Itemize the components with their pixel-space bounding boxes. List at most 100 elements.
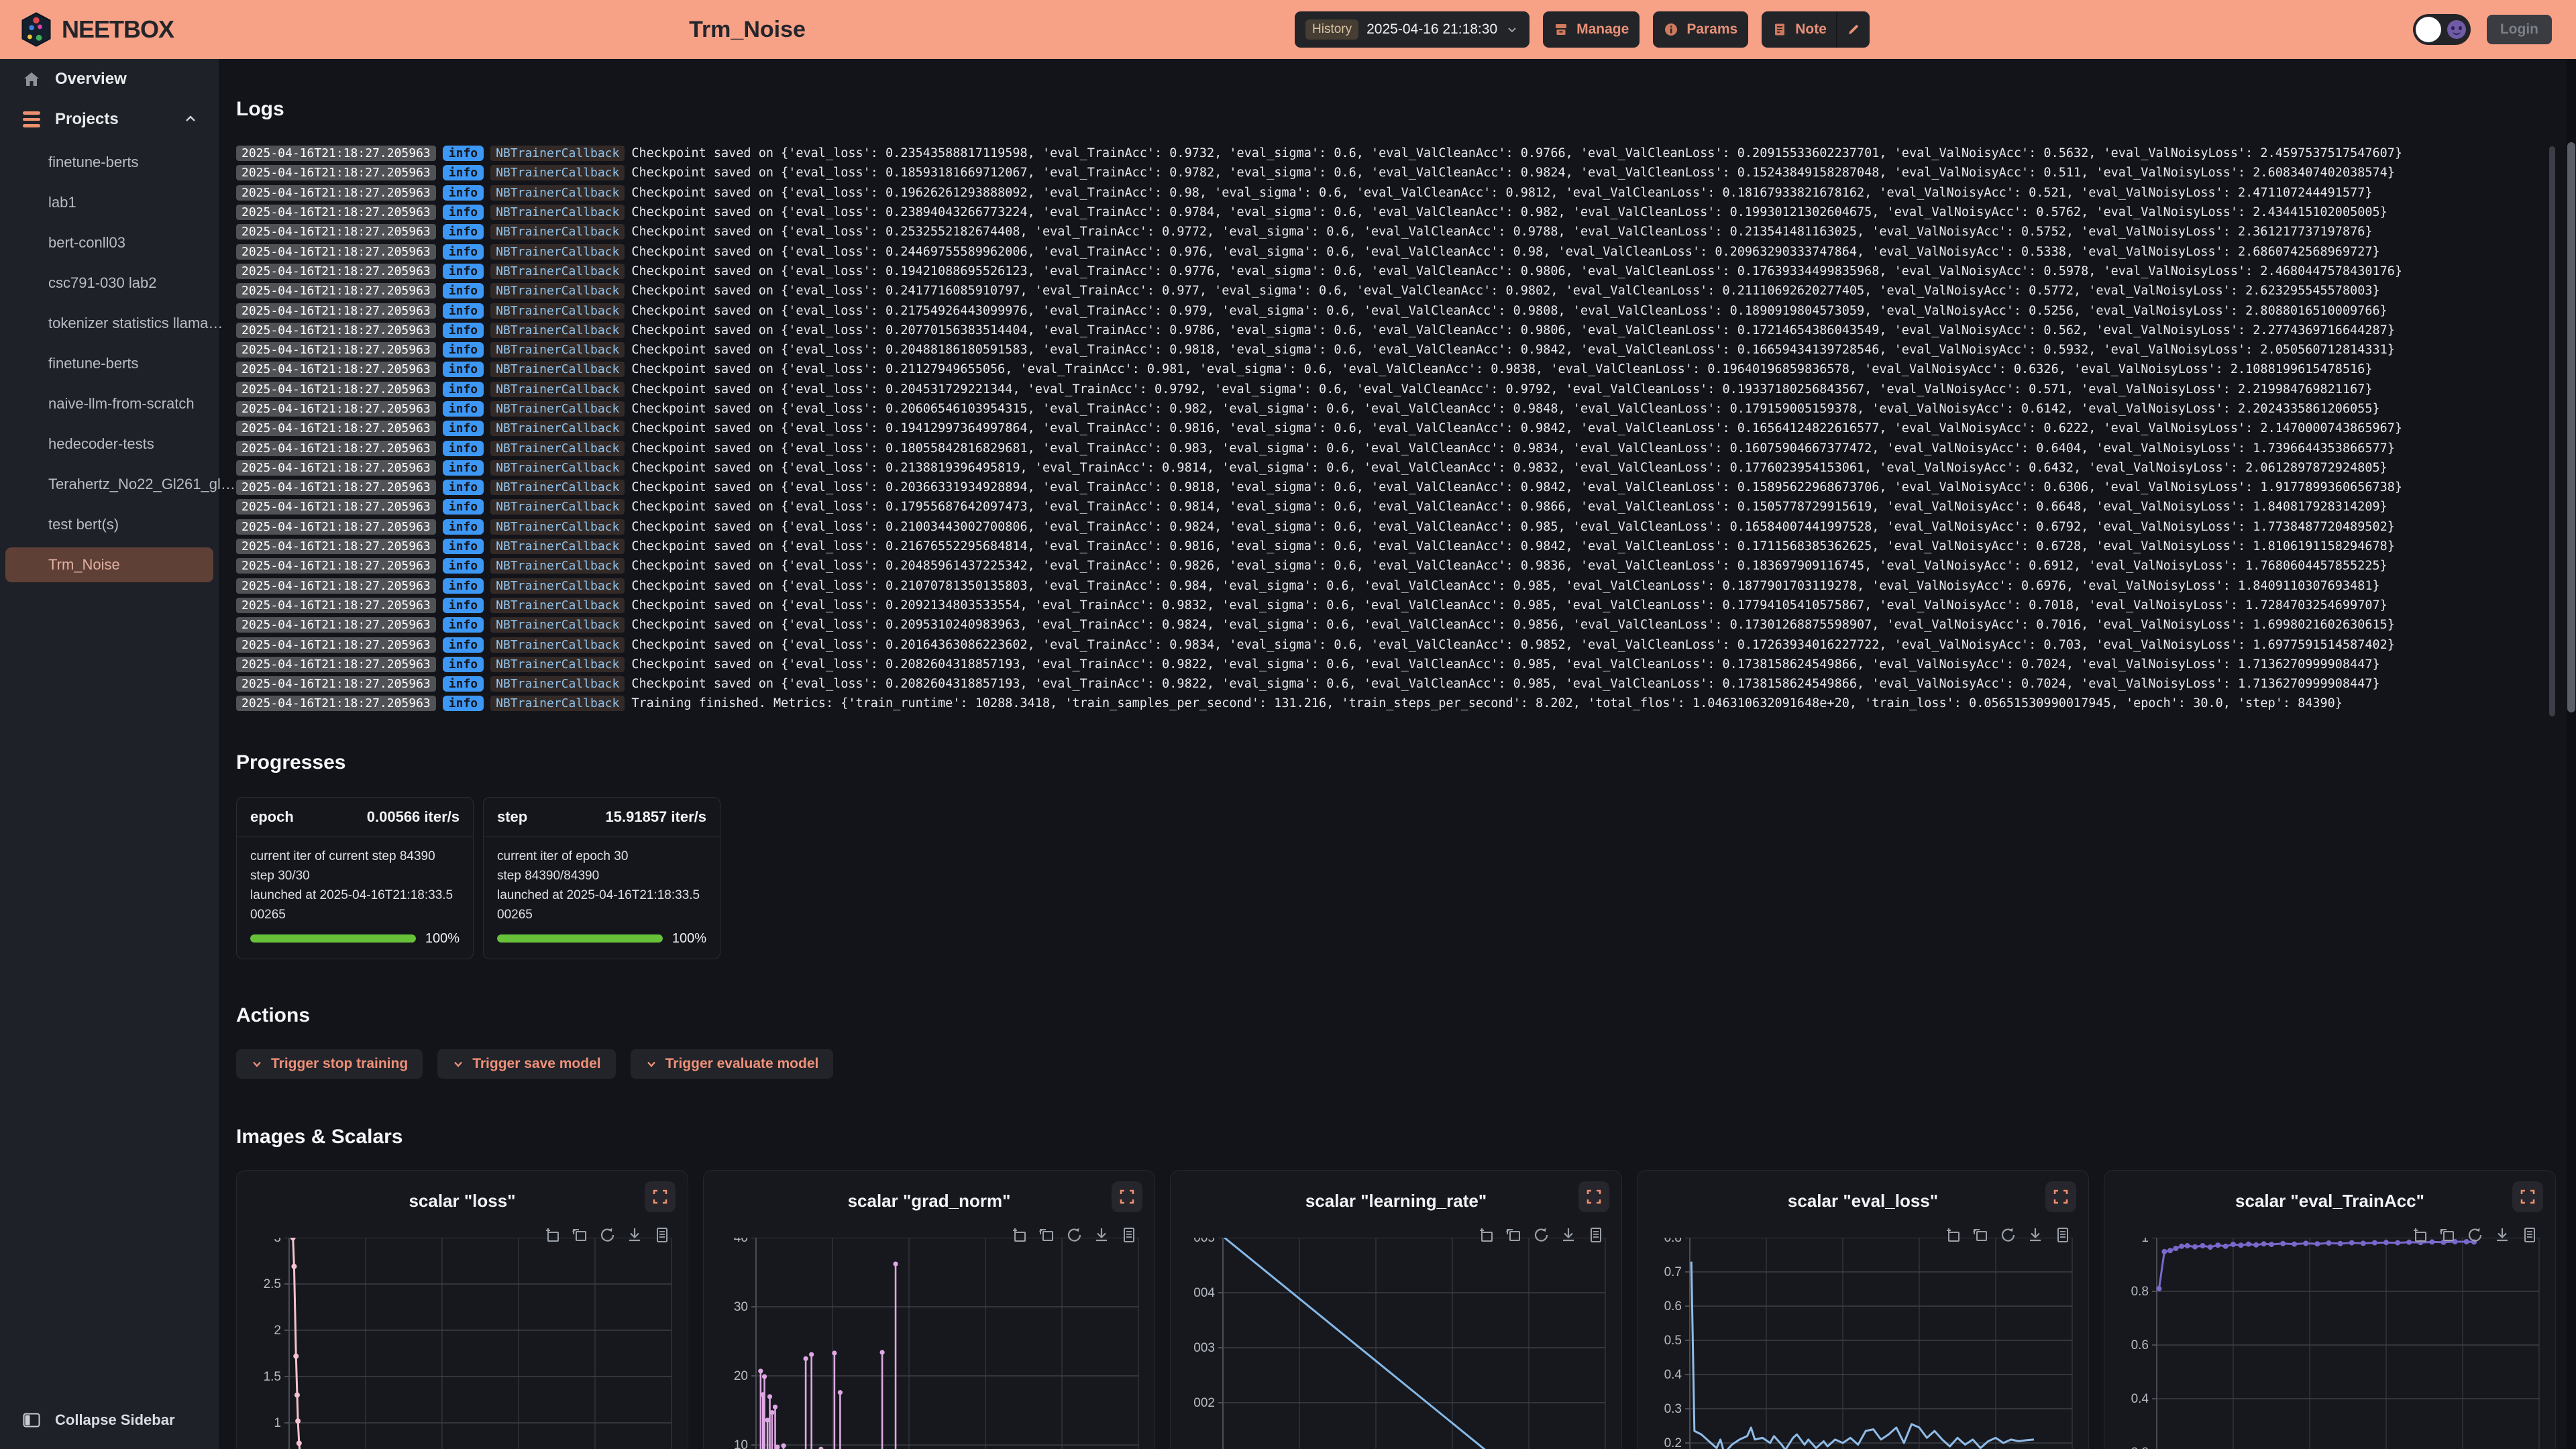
sidebar-item-overview[interactable]: Overview <box>0 59 219 99</box>
refresh-icon[interactable] <box>1998 1226 2017 1248</box>
box-select-icon[interactable] <box>2410 1226 2429 1248</box>
history-selector[interactable]: History 2025-04-16 21:18:30 <box>1295 11 1530 48</box>
sidebar-project-item[interactable]: test bert(s) <box>48 516 119 533</box>
sidebar-project-item[interactable]: bert-conll03 <box>48 234 125 251</box>
refresh-icon[interactable] <box>598 1226 616 1248</box>
action-button-label: Trigger stop training <box>271 1055 409 1071</box>
sidebar-project-item[interactable]: finetune-berts <box>48 355 139 372</box>
svg-text:003: 003 <box>1193 1341 1215 1355</box>
sidebar-project-item[interactable]: hedecoder-tests <box>48 435 154 452</box>
refresh-icon[interactable] <box>1065 1226 1083 1248</box>
expand-chart-button[interactable] <box>1112 1181 1142 1212</box>
log-tag-badge: NBTrainerCallback <box>490 263 625 279</box>
download-icon[interactable] <box>625 1226 644 1248</box>
collapse-sidebar-button[interactable]: Collapse Sidebar <box>0 1402 241 1438</box>
log-timestamp-badge: 2025-04-16T21:18:27.205963 <box>236 224 436 240</box>
log-row: 2025-04-16T21:18:27.205963 info NBTrainerC… <box>236 340 2564 360</box>
params-button[interactable]: Params <box>1653 11 1749 48</box>
sidebar-projects-label: Projects <box>55 110 119 128</box>
download-icon[interactable] <box>2493 1226 2512 1248</box>
fullscreen-icon <box>2520 1189 2535 1203</box>
log-message: Checkpoint saved on {'eval_loss': 0.2100… <box>631 519 2395 534</box>
log-tag-badge: NBTrainerCallback <box>490 205 625 221</box>
progress-percent: 100% <box>672 930 706 946</box>
reset-zoom-icon[interactable] <box>1971 1226 1990 1248</box>
log-tag-badge: NBTrainerCallback <box>490 637 625 653</box>
sidebar-project-item[interactable]: finetune-berts <box>48 154 139 170</box>
download-icon[interactable] <box>1092 1226 1111 1248</box>
toggle-knob <box>2415 17 2441 42</box>
expand-chart-button[interactable] <box>645 1181 676 1212</box>
logs-scrollbar[interactable] <box>2549 146 2555 716</box>
refresh-icon[interactable] <box>2465 1226 2484 1248</box>
edit-note-button[interactable] <box>1837 11 1870 48</box>
log-row: 2025-04-16T21:18:27.205963 info NBTrainerC… <box>236 144 2564 163</box>
data-log-icon[interactable] <box>1587 1226 1605 1248</box>
reset-zoom-icon[interactable] <box>2438 1226 2457 1248</box>
download-icon[interactable] <box>1559 1226 1578 1248</box>
sidebar-project-item[interactable]: lab1 <box>48 194 76 211</box>
svg-text:20: 20 <box>734 1369 748 1383</box>
action-button-trigger-evaluate-model[interactable]: Trigger evaluate model <box>630 1049 834 1079</box>
refresh-icon[interactable] <box>1532 1226 1550 1248</box>
box-select-icon[interactable] <box>1010 1226 1028 1248</box>
sidebar-project-item[interactable]: Trm_Noise <box>5 547 213 582</box>
logs-panel[interactable]: 2025-04-16T21:18:27.205963 info NBTrainerC… <box>219 144 2576 714</box>
progress-detail-line: current iter of epoch 30 <box>497 849 629 863</box>
svg-text:002: 002 <box>1193 1396 1215 1410</box>
manage-button[interactable]: Manage <box>1543 11 1640 48</box>
sidebar-project-item[interactable]: tokenizer statistics llama… <box>48 315 223 331</box>
log-tag-badge: NBTrainerCallback <box>490 676 625 692</box>
svg-text:005: 005 <box>1193 1238 1215 1245</box>
log-timestamp-badge: 2025-04-16T21:18:27.205963 <box>236 480 436 496</box>
log-message: Checkpoint saved on {'eval_loss': 0.1942… <box>631 264 2403 278</box>
sidebar: Overview Projects finetune-berts lab1 bert… <box>0 59 235 1449</box>
page-scrollbar-thumb[interactable] <box>2567 142 2575 712</box>
svg-text:40: 40 <box>734 1238 748 1245</box>
box-select-icon[interactable] <box>1943 1226 1962 1248</box>
sidebar-project-item[interactable]: csc791-030 lab2 <box>48 274 157 291</box>
login-button[interactable]: Login <box>2486 15 2552 44</box>
log-level-badge: info <box>442 165 484 181</box>
action-button-trigger-save-model[interactable]: Trigger save model <box>437 1049 616 1079</box>
log-timestamp-badge: 2025-04-16T21:18:27.205963 <box>236 519 436 535</box>
theme-toggle[interactable] <box>2412 14 2471 45</box>
sidebar-project-item[interactable]: Terahertz_No22_Gl261_gl… <box>48 476 235 492</box>
log-timestamp-badge: 2025-04-16T21:18:27.205963 <box>236 440 436 456</box>
expand-chart-button[interactable] <box>2045 1181 2076 1212</box>
expand-chart-button[interactable] <box>1578 1181 1609 1212</box>
app-name: NEETBOX <box>62 15 174 43</box>
data-log-icon[interactable] <box>2053 1226 2072 1248</box>
log-message: Checkpoint saved on {'eval_loss': 0.2112… <box>631 362 2373 377</box>
reset-zoom-icon[interactable] <box>1504 1226 1523 1248</box>
chevron-down-icon <box>1508 28 1516 33</box>
box-select-icon[interactable] <box>1477 1226 1495 1248</box>
header-controls: History 2025-04-16 21:18:30 Manage <box>1295 11 1870 48</box>
log-row: 2025-04-16T21:18:27.205963 info NBTrainerC… <box>236 281 2564 301</box>
action-button-trigger-stop-training[interactable]: Trigger stop training <box>236 1049 423 1079</box>
data-log-icon[interactable] <box>653 1226 672 1248</box>
reset-zoom-icon[interactable] <box>1037 1226 1056 1248</box>
svg-text:10: 10 <box>734 1438 748 1449</box>
log-timestamp-badge: 2025-04-16T21:18:27.205963 <box>236 401 436 417</box>
page-scrollbar-track[interactable] <box>2567 59 2576 1449</box>
sidebar-project-item[interactable]: naive-llm-from-scratch <box>48 395 195 412</box>
note-button[interactable]: Note <box>1762 21 1836 38</box>
chart-toolbar <box>1943 1226 2072 1248</box>
page-title: Trm_Noise <box>689 16 806 42</box>
chart-toolbar <box>543 1226 672 1248</box>
download-icon[interactable] <box>2026 1226 2045 1248</box>
log-timestamp-badge: 2025-04-16T21:18:27.205963 <box>236 460 436 476</box>
data-log-icon[interactable] <box>2520 1226 2539 1248</box>
box-select-icon[interactable] <box>543 1226 561 1248</box>
data-log-icon[interactable] <box>1120 1226 1138 1248</box>
sidebar-item-projects[interactable]: Projects <box>0 99 219 140</box>
reset-zoom-icon[interactable] <box>570 1226 589 1248</box>
log-row: 2025-04-16T21:18:27.205963 info NBTrainerC… <box>236 203 2564 222</box>
log-row: 2025-04-16T21:18:27.205963 info NBTrainerC… <box>236 262 2564 281</box>
chart-plot: 3 2.5 2 1.5 1 <box>264 1237 672 1449</box>
log-message: Checkpoint saved on {'eval_loss': 0.2048… <box>631 559 2387 574</box>
brand[interactable]: NEETBOX <box>20 0 174 59</box>
expand-chart-button[interactable] <box>2512 1181 2543 1212</box>
log-level-badge: info <box>442 303 484 319</box>
